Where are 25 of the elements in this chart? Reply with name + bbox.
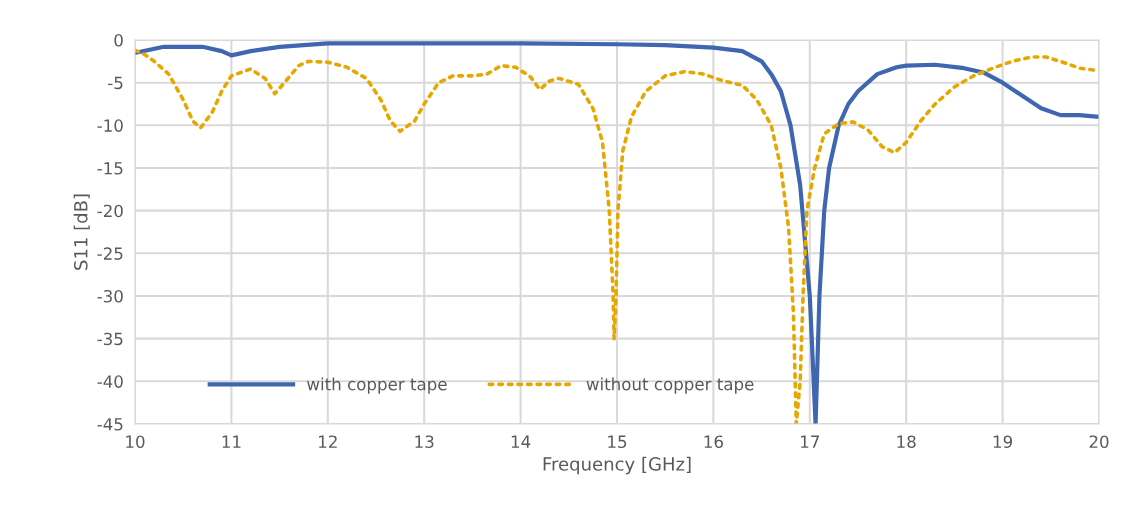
- y-tick-label: -20: [97, 204, 123, 218]
- x-tick-label: 18: [897, 435, 916, 449]
- y-tick-label: -45: [97, 418, 123, 431]
- y-axis-title: S11 [dB]: [73, 194, 90, 270]
- y-tick-label: -25: [97, 247, 123, 260]
- x-tick-label: 16: [704, 435, 723, 449]
- x-tick-label: 13: [415, 435, 434, 449]
- x-axis-title: Frequency [GHz]: [543, 456, 691, 475]
- x-tick-label: 17: [801, 435, 819, 448]
- x-tick-label: 10: [126, 435, 145, 449]
- y-tick-label: -5: [108, 76, 123, 90]
- y-tick-label: -40: [97, 375, 123, 388]
- y-tick-label: -15: [97, 162, 123, 175]
- y-tick-label: -35: [97, 332, 123, 346]
- y-tick-label: 0: [114, 33, 123, 47]
- y-tick-label: -30: [97, 289, 123, 303]
- x-tick-label: 14: [511, 435, 531, 448]
- x-tick-label: 20: [1089, 435, 1109, 449]
- legend-label: without copper tape: [586, 377, 754, 394]
- x-tick-label: 19: [993, 435, 1013, 449]
- y-tick-label: -10: [97, 119, 123, 132]
- x-tick-label: 12: [319, 435, 337, 448]
- x-tick-label: 11: [222, 435, 241, 448]
- x-tick-label: 15: [608, 435, 627, 449]
- legend-label: with copper tape: [307, 377, 447, 394]
